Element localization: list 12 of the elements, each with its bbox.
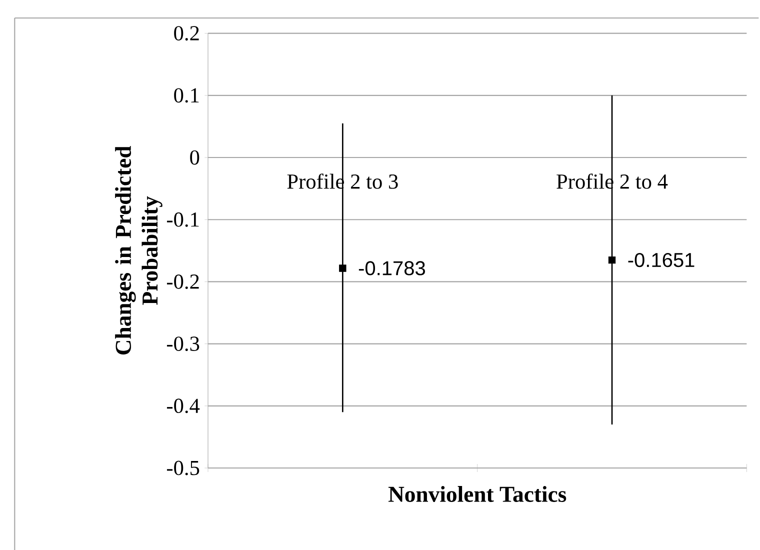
y-tick-label: 0.2	[174, 26, 199, 41]
y-tick-label: -0.5	[166, 460, 200, 476]
x-axis-title: Nonviolent Tactics	[388, 486, 566, 502]
y-tick-label: -0.2	[166, 274, 199, 289]
y-tick-label: 0	[190, 150, 200, 165]
y-axis-title: Changes in Predicted Probability	[115, 146, 162, 354]
data-label: -0.1783	[358, 261, 425, 276]
y-tick-label: 0.1	[174, 88, 199, 103]
y-tick-label: -0.4	[166, 398, 200, 414]
y-tick-label: -0.3	[166, 336, 200, 352]
y-tick-label: -0.1	[166, 212, 199, 227]
data-label: -0.1651	[628, 252, 694, 268]
